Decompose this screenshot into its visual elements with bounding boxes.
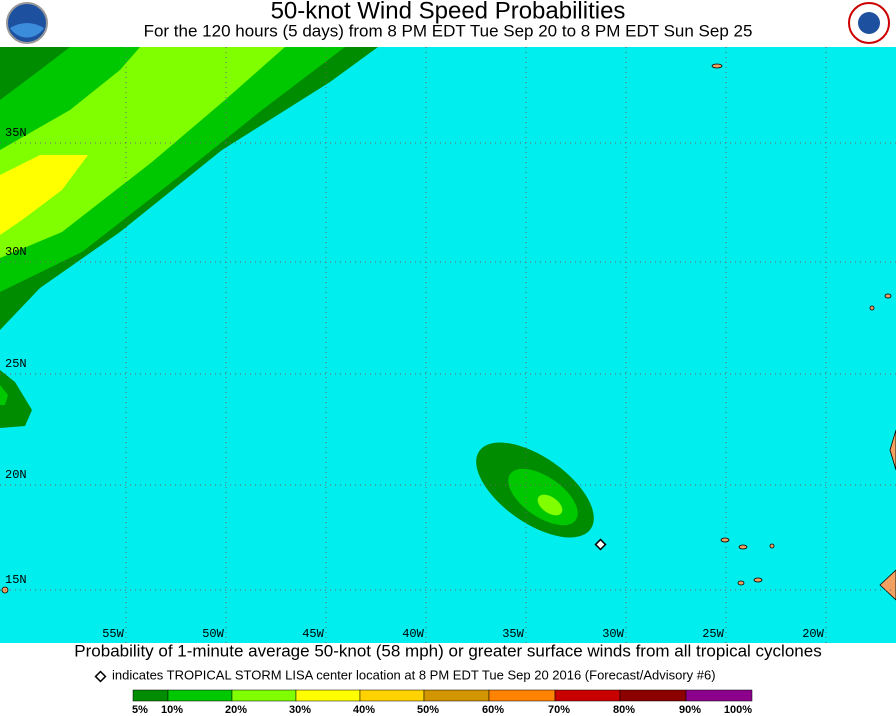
lon-label: 45W <box>302 627 324 641</box>
lon-label: 20W <box>802 627 824 641</box>
lat-label: 35N <box>5 126 27 140</box>
note: indicates TROPICAL STORM LISA center loc… <box>112 667 716 682</box>
lon-label: 25W <box>702 627 724 641</box>
title: 50-knot Wind Speed Probabilities <box>271 0 626 24</box>
legend-label: 30% <box>289 704 311 716</box>
legend-swatch <box>423 689 490 702</box>
prob-area <box>0 385 8 405</box>
lon-label: 30W <box>602 627 624 641</box>
legend-swatch <box>132 689 169 702</box>
lat-label: 15N <box>5 573 27 587</box>
noaa-logo <box>6 2 48 44</box>
lon-label: 35W <box>502 627 524 641</box>
lon-label: 50W <box>202 627 224 641</box>
legend-label: 100% <box>724 704 752 716</box>
legend-label: 5% <box>132 704 148 716</box>
map: 35N 30N 25N 20N 15N 55W 50W 45W 40W 35W 30W 25W 20W <box>0 47 896 643</box>
legend-label: 50% <box>417 704 439 716</box>
legend-swatch <box>685 689 753 702</box>
lon-label: 40W <box>402 627 424 641</box>
legend-label: 80% <box>613 704 635 716</box>
prob-area <box>0 47 285 258</box>
prob-area <box>0 370 32 428</box>
islands <box>1 63 896 601</box>
legend-swatch <box>359 689 425 702</box>
legend-label: 20% <box>225 704 247 716</box>
lon-label: 55W <box>102 627 124 641</box>
legend-swatch <box>167 689 233 702</box>
legend-swatch <box>231 689 297 702</box>
prob-area <box>0 155 88 235</box>
legend-label: 70% <box>548 704 570 716</box>
graticule: 35N 30N 25N 20N 15N 55W 50W 45W 40W 35W 30W 25W 20W <box>0 47 896 643</box>
lat-label: 20N <box>5 468 27 482</box>
note-icon <box>94 670 107 683</box>
nws-logo <box>848 2 890 44</box>
legend-swatch <box>488 689 556 702</box>
legend-label: 10% <box>161 704 183 716</box>
prob-area <box>537 494 563 516</box>
legend-swatch <box>554 689 621 702</box>
caption: Probability of 1-minute average 50-knot … <box>74 641 821 660</box>
subtitle: For the 120 hours (5 days) from 8 PM EDT… <box>144 21 753 40</box>
legend-label: 60% <box>482 704 504 716</box>
lat-label: 30N <box>5 245 27 259</box>
lat-label: 25N <box>5 357 27 371</box>
legend-label: 40% <box>353 704 375 716</box>
legend-label: 90% <box>679 704 701 716</box>
storm-center <box>594 538 607 551</box>
legend: 5% 10% 20% 30% 40% 50% 60% 70% 80% 90% 100% <box>132 689 753 716</box>
legend-swatch <box>295 689 361 702</box>
legend-swatch <box>619 689 687 702</box>
